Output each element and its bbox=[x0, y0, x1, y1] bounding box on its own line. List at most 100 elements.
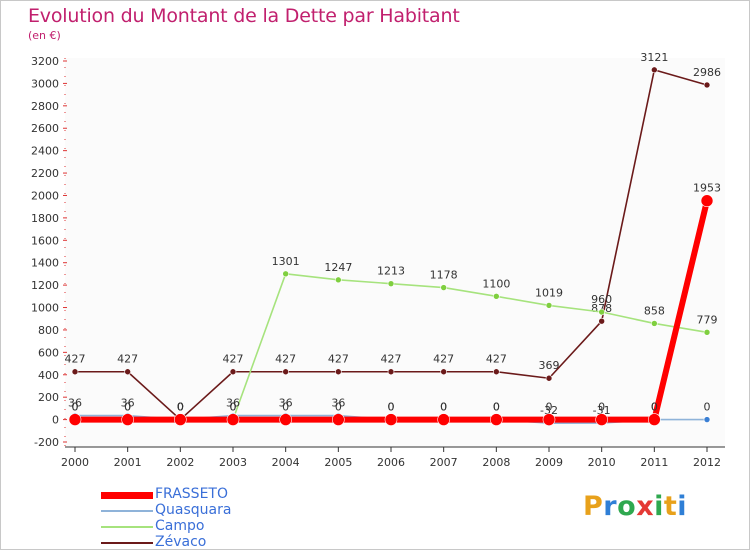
data-point bbox=[700, 194, 714, 208]
data-point bbox=[229, 368, 237, 376]
data-label: 0 bbox=[651, 401, 658, 414]
logo-letter: o bbox=[617, 491, 637, 522]
x-tick-label: 2000 bbox=[61, 456, 89, 469]
y-tick-label: 0 bbox=[52, 414, 59, 427]
data-point bbox=[651, 66, 658, 74]
proxiti-logo: Proxiti bbox=[583, 491, 687, 522]
data-label: 36 bbox=[331, 397, 345, 410]
data-label: 0 bbox=[177, 401, 184, 414]
data-point bbox=[651, 320, 658, 327]
data-point bbox=[71, 368, 79, 376]
data-point bbox=[493, 368, 500, 376]
y-tick-label: 800 bbox=[38, 324, 59, 337]
data-label: 427 bbox=[275, 353, 296, 366]
data-label: 0 bbox=[72, 401, 79, 414]
data-point bbox=[335, 276, 342, 284]
data-point bbox=[121, 413, 134, 426]
plot-area bbox=[65, 58, 725, 447]
x-tick-label: 2005 bbox=[324, 456, 352, 469]
data-label: 427 bbox=[117, 353, 138, 366]
data-point bbox=[703, 81, 711, 89]
y-tick-label: 2400 bbox=[31, 145, 59, 158]
data-point bbox=[490, 413, 503, 426]
y-tick-label: 600 bbox=[38, 346, 59, 359]
legend-label: Campo bbox=[155, 518, 205, 534]
data-label: 0 bbox=[440, 401, 447, 414]
data-label: 1178 bbox=[430, 269, 458, 282]
legend-label: Quasquara bbox=[155, 502, 232, 518]
data-label: 0 bbox=[177, 401, 184, 414]
data-label: 0 bbox=[493, 401, 500, 414]
data-point bbox=[387, 368, 395, 376]
data-label: 1247 bbox=[324, 261, 352, 274]
data-point bbox=[440, 368, 447, 376]
data-point bbox=[68, 413, 82, 426]
legend-swatch bbox=[101, 526, 153, 528]
y-tick-label: 3200 bbox=[31, 55, 59, 68]
logo-letter: P bbox=[583, 491, 604, 522]
data-label: 0 bbox=[230, 401, 237, 414]
data-label: 779 bbox=[697, 313, 718, 326]
data-label: 1100 bbox=[482, 277, 510, 290]
legend-label: FRASSETO bbox=[155, 486, 228, 502]
chart-unit-label: (en €) bbox=[28, 29, 61, 42]
y-tick-label: 3000 bbox=[31, 77, 59, 90]
data-label: 427 bbox=[65, 353, 86, 366]
data-label: 0 bbox=[124, 401, 131, 414]
data-label: 427 bbox=[486, 353, 507, 366]
data-point bbox=[598, 308, 605, 316]
data-point bbox=[387, 280, 395, 287]
y-tick-label: 1400 bbox=[31, 257, 59, 270]
data-label: 36 bbox=[279, 397, 293, 410]
data-label: 960 bbox=[591, 293, 612, 306]
data-point bbox=[542, 413, 556, 426]
data-point bbox=[174, 413, 187, 426]
data-point bbox=[282, 368, 289, 376]
data-label: 36 bbox=[68, 397, 82, 410]
data-point bbox=[437, 413, 450, 426]
data-point bbox=[440, 284, 447, 291]
data-label: 0 bbox=[335, 401, 342, 414]
data-label: 0 bbox=[72, 401, 79, 414]
y-tick-label: -200 bbox=[34, 436, 59, 449]
x-tick-label: 2010 bbox=[588, 456, 616, 469]
data-label: 0 bbox=[124, 401, 131, 414]
y-tick-label: 1600 bbox=[31, 234, 59, 247]
data-label: 3121 bbox=[640, 51, 668, 64]
y-tick-label: 400 bbox=[38, 369, 59, 382]
data-label: -32 bbox=[540, 404, 558, 417]
x-tick-label: 2007 bbox=[430, 456, 458, 469]
x-tick-label: 2012 bbox=[693, 456, 721, 469]
y-tick-label: 2600 bbox=[31, 122, 59, 135]
data-point bbox=[282, 270, 289, 278]
legend-swatch bbox=[101, 492, 153, 499]
data-point bbox=[335, 368, 342, 376]
series-frasseto: 0 0 0 0 0 0 0 0 0 0 0 0 1953 bbox=[68, 182, 721, 426]
data-label: 427 bbox=[381, 353, 402, 366]
logo-letter: t bbox=[663, 491, 678, 522]
data-label: 0 bbox=[704, 401, 711, 414]
data-point bbox=[332, 413, 345, 426]
x-tick-label: 2003 bbox=[219, 456, 247, 469]
data-label: 0 bbox=[440, 401, 447, 414]
legend-swatch bbox=[101, 510, 153, 512]
logo-letter: r bbox=[603, 491, 618, 522]
x-tick-label: 2002 bbox=[166, 456, 194, 469]
x-tick-label: 2009 bbox=[535, 456, 563, 469]
data-label: 369 bbox=[539, 359, 560, 372]
data-label: 427 bbox=[223, 353, 244, 366]
y-tick-label: 1200 bbox=[31, 279, 59, 292]
data-label: 0 bbox=[546, 401, 553, 414]
data-label: 858 bbox=[644, 304, 665, 317]
data-label: 0 bbox=[388, 401, 395, 414]
data-point bbox=[703, 416, 711, 423]
data-point bbox=[595, 413, 608, 426]
data-point bbox=[124, 368, 131, 376]
data-label: 0 bbox=[177, 401, 184, 414]
data-point bbox=[598, 317, 605, 325]
logo-letter: i bbox=[654, 491, 664, 522]
data-label: 36 bbox=[121, 397, 135, 410]
y-tick-label: 2800 bbox=[31, 100, 59, 113]
